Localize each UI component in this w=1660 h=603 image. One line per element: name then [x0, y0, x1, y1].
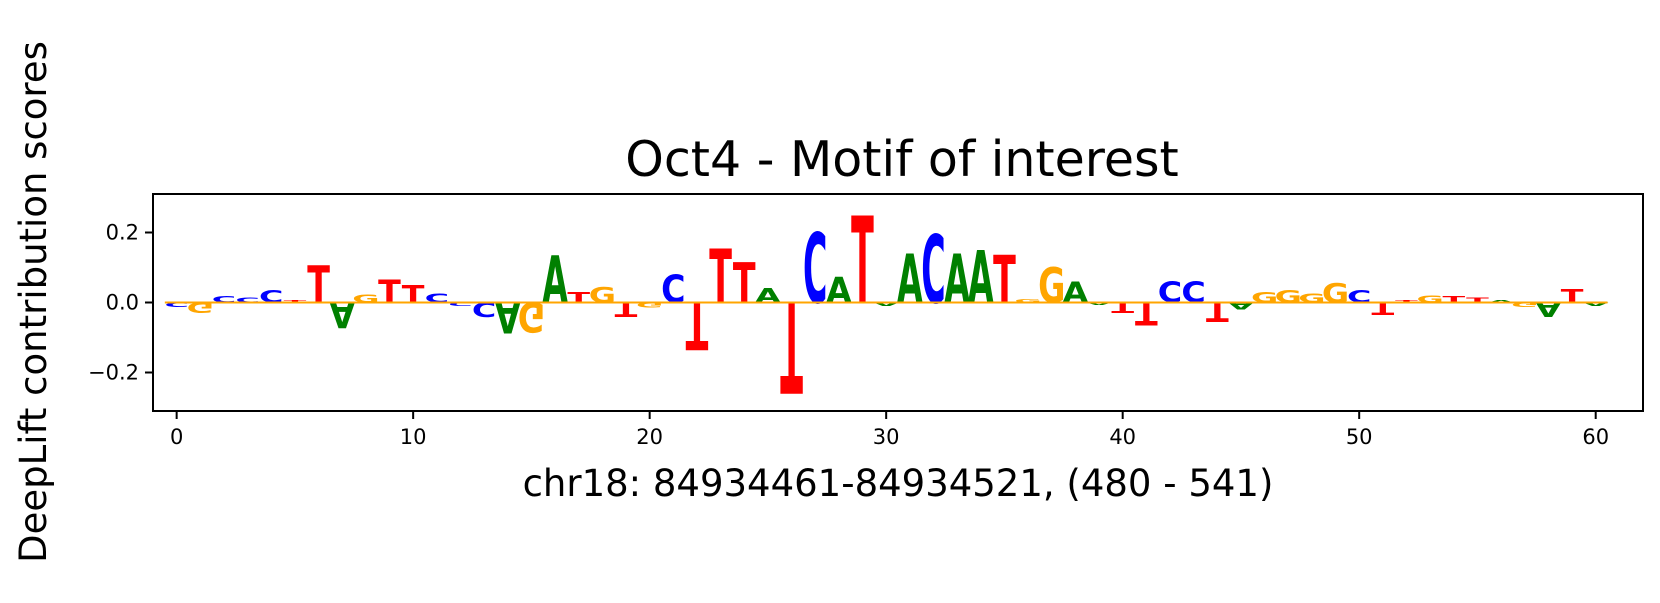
logo-letter-A-pos-34: A — [968, 237, 994, 320]
x-tick-label: 20 — [636, 425, 663, 449]
y-axis-label: DeepLift contribution scores — [12, 41, 55, 563]
logo-letter-T-pos-54: T — [1442, 294, 1465, 304]
logo-letter-G-pos-18: G — [589, 282, 616, 307]
logo-letter-T-pos-23: T — [709, 234, 732, 320]
logo-letter-A-pos-16: A — [542, 243, 568, 318]
x-axis-label: chr18: 84934461-84934521, (480 - 541) — [523, 462, 1274, 505]
logo-letter-C-pos-4: C — [259, 288, 283, 307]
logo-letter-T-pos-41: T — [1135, 295, 1158, 332]
logo-letter-T-pos-29: T — [851, 191, 874, 331]
logo-letter-A-pos-25: A — [755, 286, 781, 308]
logo-letter-T-pos-35: T — [993, 243, 1016, 318]
y-axis: −0.2 0.0 0.2 — [88, 221, 153, 385]
logo-letter-T-pos-5: T — [284, 299, 308, 304]
x-tick-label: 60 — [1582, 425, 1609, 449]
logo-letter-T-pos-22: T — [686, 286, 709, 361]
logo-letter-C-pos-50: C — [1347, 288, 1371, 307]
x-tick-label: 50 — [1346, 425, 1373, 449]
logo-letter-T-pos-10: T — [402, 280, 425, 308]
logo-letter-C-pos-43: C — [1181, 277, 1205, 310]
logo-letter-T-pos-44: T — [1206, 295, 1229, 326]
logo-letter-G-pos-15: G — [518, 293, 545, 341]
y-tick-label: 0.0 — [106, 291, 139, 315]
logo-letter-A-pos-38: A — [1063, 277, 1089, 310]
logo-letter-A-pos-39: A — [1086, 302, 1113, 307]
logo-letter-A-pos-56: A — [1488, 299, 1515, 304]
logo-letter-T-pos-59: T — [1561, 286, 1585, 307]
logo-letter-C-pos-32: C — [921, 216, 945, 325]
logo-letter-T-pos-52: T — [1395, 299, 1419, 304]
logo-letter-C-pos-13: C — [472, 298, 496, 320]
logo-letter-G-pos-20: G — [636, 301, 663, 309]
logo-letter-G-pos-57: G — [1511, 301, 1538, 308]
logo-letter-C-pos-27: C — [803, 213, 827, 325]
logo-letter-T-pos-6: T — [307, 256, 330, 315]
logo-letter-C-pos-12: C — [448, 301, 472, 307]
logo-letter-T-pos-51: T — [1371, 298, 1394, 317]
logo-letter-A-pos-30: A — [873, 301, 900, 307]
logo-letter-A-pos-31: A — [897, 242, 923, 319]
logo-letter-T-pos-17: T — [567, 290, 590, 307]
y-tick-label: −0.2 — [88, 361, 139, 385]
x-tick-label: 0 — [170, 425, 183, 449]
logo-letter-T-pos-55: T — [1466, 296, 1489, 304]
x-tick-label: 10 — [400, 425, 427, 449]
x-tick-label: 30 — [873, 425, 900, 449]
logo-letter-A-pos-14: A — [495, 291, 521, 341]
logo-letter-A-pos-45: A — [1228, 300, 1254, 311]
logo-letter-G-pos-53: G — [1416, 293, 1443, 304]
logo-letter-A-pos-7: A — [329, 293, 355, 335]
logo-letter-C-pos-42: C — [1158, 277, 1182, 310]
logo-letter-G-pos-36: G — [1014, 298, 1041, 304]
logo-letter-G-pos-46: G — [1251, 290, 1278, 307]
x-axis: 0 10 20 30 40 50 60 — [170, 411, 1609, 449]
x-tick-label: 40 — [1109, 425, 1136, 449]
logo-letter-C-pos-3: C — [235, 296, 259, 304]
logo-letter-T-pos-19: T — [615, 298, 638, 320]
y-tick-label: 0.2 — [106, 221, 139, 245]
logo-letter-A-pos-33: A — [944, 242, 970, 319]
chart-title: Oct4 - Motif of interest — [625, 131, 1178, 188]
logo-letter-G-pos-47: G — [1275, 288, 1302, 307]
logo-letter-T-pos-9: T — [378, 273, 401, 310]
logo-letter-G-pos-1: G — [187, 299, 214, 316]
logo-letter-G-pos-37: G — [1038, 258, 1065, 314]
logo-letter-C-pos-21: C — [661, 268, 685, 312]
logo-letter-T-pos-24: T — [733, 252, 756, 316]
logo-letter-T-pos-40: T — [1111, 299, 1134, 316]
logo-letter-T-pos-26: T — [780, 272, 803, 418]
logo-letter-C-pos-2: C — [212, 294, 236, 304]
logo-letter-C-pos-0: C — [164, 301, 188, 308]
logo-letter-A-pos-28: A — [826, 270, 852, 312]
logo-letter-A-pos-60: A — [1583, 301, 1610, 307]
logo-letter-A-pos-58: A — [1536, 298, 1562, 320]
logo-letter-G-pos-49: G — [1322, 279, 1349, 310]
